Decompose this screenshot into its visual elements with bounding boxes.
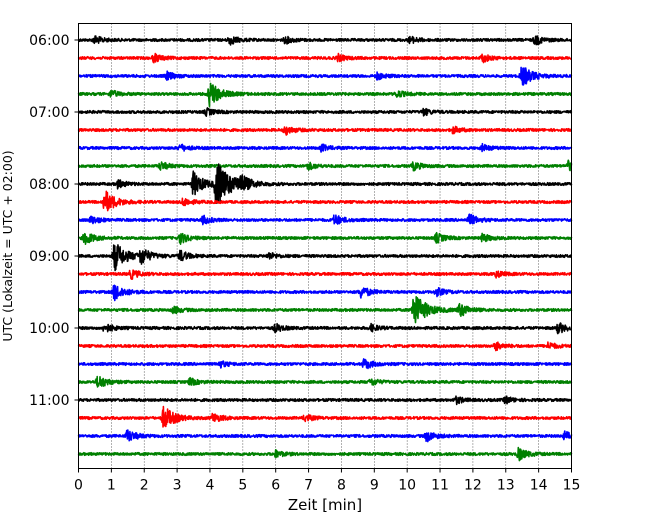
trace-line bbox=[77, 405, 573, 428]
trace-line bbox=[77, 52, 572, 64]
seismogram-traces bbox=[77, 35, 573, 462]
y-tick-label: 10:00 bbox=[29, 321, 69, 337]
y-tick-label: 06:00 bbox=[29, 33, 69, 49]
trace-line bbox=[77, 358, 573, 370]
x-tick-label: 15 bbox=[563, 478, 581, 494]
x-tick-label: 10 bbox=[398, 478, 416, 494]
y-tick-label: 11:00 bbox=[29, 393, 69, 409]
x-tick-label: 14 bbox=[530, 478, 548, 494]
trace-line bbox=[77, 341, 572, 352]
trace-line bbox=[77, 231, 573, 245]
trace-line bbox=[77, 107, 573, 117]
x-tick-label: 0 bbox=[74, 478, 83, 494]
trace-line bbox=[77, 82, 572, 108]
trace-line bbox=[77, 190, 573, 212]
x-tick-label: 11 bbox=[431, 478, 449, 494]
trace-line bbox=[77, 244, 573, 272]
trace-line bbox=[78, 375, 573, 388]
trace-line bbox=[77, 35, 572, 46]
plot-frame bbox=[78, 23, 572, 469]
x-tick-label: 13 bbox=[497, 478, 515, 494]
x-axis-ticks: 0 1 2 3 4 5 6 7 8 9 10 11 12 13 14 15 bbox=[74, 468, 581, 494]
x-tick-label: 12 bbox=[464, 478, 482, 494]
x-tick-label: 1 bbox=[107, 478, 116, 494]
x-tick-label: 5 bbox=[238, 478, 247, 494]
x-tick-label: 8 bbox=[337, 478, 346, 494]
x-tick-label: 6 bbox=[271, 478, 280, 494]
x-tick-label: 9 bbox=[370, 478, 379, 494]
trace-line bbox=[77, 395, 573, 406]
trace-line bbox=[77, 322, 572, 335]
x-tick-label: 3 bbox=[173, 478, 182, 494]
trace-line bbox=[77, 125, 573, 136]
trace-line bbox=[77, 296, 573, 324]
y-axis-ticks: 06:00 07:00 08:00 09:00 10:00 11:00 bbox=[29, 33, 79, 409]
trace-line bbox=[77, 269, 573, 280]
y-tick-label: 08:00 bbox=[29, 177, 69, 193]
trace-line bbox=[77, 429, 573, 443]
y-tick-label: 09:00 bbox=[29, 249, 69, 265]
trace-line bbox=[77, 213, 573, 226]
y-tick-label: 07:00 bbox=[29, 105, 69, 121]
x-axis-label: Zeit [min] bbox=[288, 496, 362, 514]
trace-line bbox=[77, 446, 573, 462]
trace-line bbox=[78, 284, 573, 302]
trace-line bbox=[78, 66, 573, 86]
y-axis-label: UTC (Lokalzeit = UTC + 02:00) bbox=[0, 150, 15, 341]
x-tick-label: 2 bbox=[140, 478, 149, 494]
x-tick-label: 7 bbox=[304, 478, 313, 494]
trace-line bbox=[77, 163, 573, 204]
trace-line bbox=[77, 159, 573, 172]
grid-lines bbox=[111, 23, 539, 469]
trace-line bbox=[77, 142, 573, 153]
x-tick-label: 4 bbox=[206, 478, 215, 494]
